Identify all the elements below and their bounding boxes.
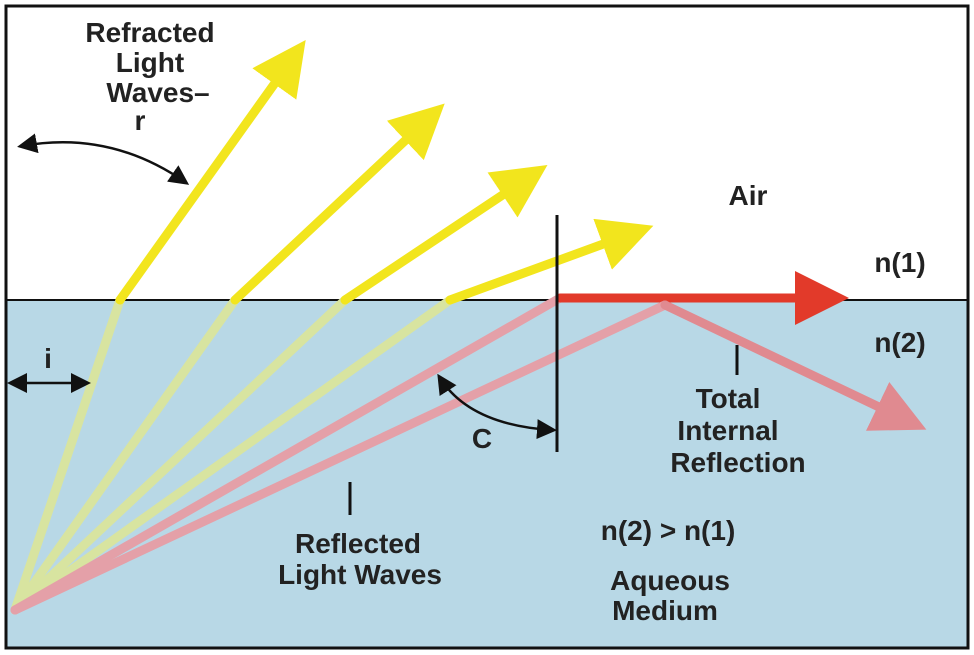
label: Aqueous xyxy=(610,565,730,596)
label: i xyxy=(44,343,52,374)
frame xyxy=(4,4,970,650)
label: Total xyxy=(696,383,761,414)
label: Internal xyxy=(677,415,778,446)
label: r xyxy=(135,105,146,136)
label: n(2) > n(1) xyxy=(601,515,736,546)
label: n(1) xyxy=(874,247,925,278)
label: Refracted xyxy=(85,17,214,48)
label: C xyxy=(472,423,492,454)
angle-r-arrow xyxy=(17,133,190,185)
label: Waves– xyxy=(106,77,209,108)
label: Light Waves xyxy=(278,559,442,590)
label: Medium xyxy=(612,595,718,626)
label: Light xyxy=(116,47,184,78)
label: Reflected xyxy=(295,528,421,559)
label: Reflection xyxy=(670,447,805,478)
label: n(2) xyxy=(874,327,925,358)
refracted-rays xyxy=(10,40,654,615)
aqueous-medium xyxy=(6,300,968,648)
angle-c-arrow xyxy=(437,373,557,440)
label: Air xyxy=(729,180,768,211)
